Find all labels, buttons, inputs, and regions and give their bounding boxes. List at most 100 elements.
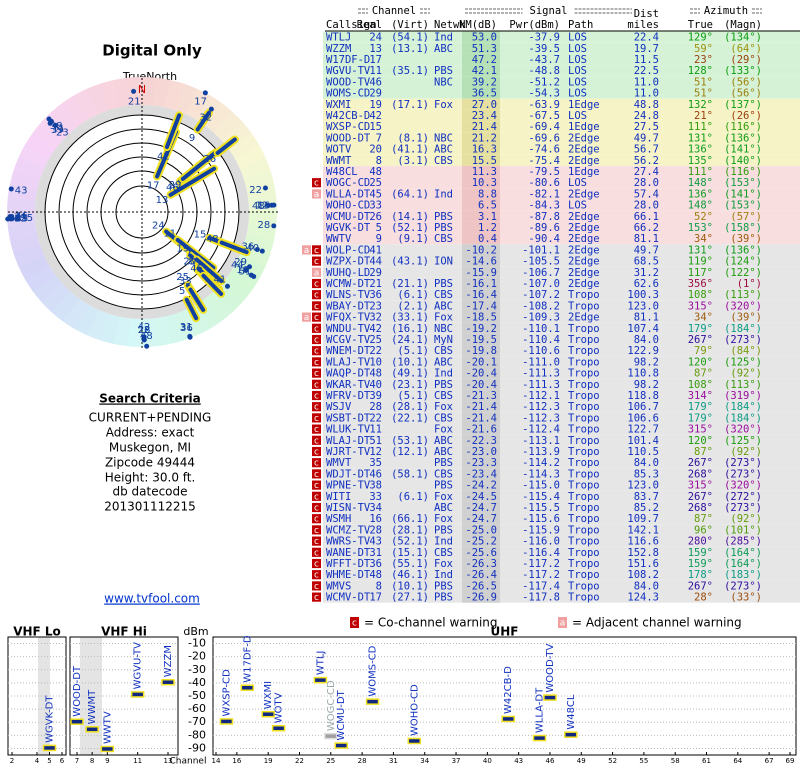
flag-box [312, 581, 321, 591]
table-row [323, 31, 800, 43]
cell: 120° [688, 356, 713, 368]
cell: -69.4 [528, 121, 560, 133]
cell: 267° [688, 457, 713, 469]
cell: 117° [688, 267, 713, 279]
cell: 48.8 [634, 99, 659, 111]
cell: ABC [434, 144, 453, 156]
flag-box [312, 390, 321, 401]
table-row [323, 535, 800, 547]
cell: (58.1) [391, 468, 429, 480]
link[interactable]: www.tvfool.com [104, 592, 200, 606]
radar-ring [18, 143, 50, 169]
y-tick-label: -50 [188, 689, 206, 702]
cell: 59° [694, 43, 713, 55]
cell: 136° [688, 144, 713, 156]
nm-cell [462, 580, 500, 592]
spectrum-marker [261, 710, 275, 718]
cell: 109.7 [627, 513, 659, 525]
radar-ring [7, 222, 38, 241]
cell: CBS [434, 155, 453, 167]
cell: 34° [694, 312, 713, 324]
cell: 48 [369, 368, 382, 380]
cell: 24.8 [634, 110, 659, 122]
cell: Tropo [568, 547, 600, 559]
cell: -19.8 [465, 345, 497, 357]
cell: (92°) [730, 513, 762, 525]
cell: (8.1) [397, 132, 429, 144]
cell: 33 [369, 200, 382, 212]
cell: (125°) [724, 435, 762, 447]
cell: W42CB-D [326, 110, 370, 122]
x-tick-label: 22 [295, 757, 304, 765]
cell: -108.2 [522, 300, 560, 312]
cell: (320°) [724, 424, 762, 436]
radar-ring [175, 83, 198, 115]
y-tick-label: -40 [188, 676, 206, 689]
cell: CBS [434, 390, 453, 402]
cell: WGVU-TV [326, 65, 371, 77]
x-tick-label: 61 [702, 757, 711, 765]
cell: -51.2 [528, 76, 560, 88]
flag: a [304, 313, 310, 323]
cell: 178° [688, 569, 713, 581]
cell: -18.5 [465, 312, 497, 324]
cell: 131° [688, 132, 713, 144]
cell: (15.1) [391, 547, 429, 559]
group-header: Signal [530, 5, 568, 17]
flag: c [314, 425, 319, 435]
radar-ring [248, 212, 277, 228]
cell: 22.5 [634, 65, 659, 77]
cell: 129° [688, 32, 713, 44]
cell: 108.2 [627, 569, 659, 581]
nm-cell [462, 569, 500, 581]
radar-dot [259, 248, 265, 254]
cell: 40 [369, 379, 382, 391]
nm-cell [462, 457, 500, 469]
cell: (125°) [724, 356, 762, 368]
spectrum-label: WXSP-CD [221, 669, 232, 716]
radar-dot [271, 223, 277, 229]
cell: 27.4 [634, 166, 659, 178]
group-header: Channel [372, 5, 416, 17]
cell: 49.7 [634, 132, 659, 144]
flag-box [312, 290, 321, 300]
flag-box [312, 558, 321, 569]
column-header: Callsign [326, 19, 377, 31]
flag: c [314, 560, 319, 570]
radar-label: 33 [179, 276, 192, 287]
radar-dot [14, 216, 20, 222]
cell: 151.6 [627, 558, 659, 570]
radar-bar [194, 257, 224, 283]
cell: (39°) [730, 233, 762, 245]
cell: WFFT-DT [326, 558, 371, 570]
cell: 36 [369, 289, 382, 301]
x-axis-label: Channel [170, 757, 207, 767]
flag-box [312, 413, 321, 423]
cell: 1Edge [568, 166, 600, 178]
cell: -24.7 [465, 513, 497, 525]
cell: WCMW-DT [326, 278, 371, 290]
cell: 10.3 [472, 177, 497, 189]
spectrum-marker [501, 715, 515, 723]
cell: 8.8 [478, 188, 497, 200]
radar-dot [224, 283, 230, 289]
table-row [323, 210, 800, 222]
radar-dot [187, 334, 193, 340]
cell: Fox [434, 513, 453, 525]
flag: c [314, 526, 319, 536]
cell: (5.1) [397, 345, 429, 357]
cell: -75.4 [528, 155, 560, 167]
cell: 128° [688, 65, 713, 77]
radar-label: 45 [190, 264, 203, 275]
nm-cell [462, 109, 500, 122]
cell: Tropo [568, 569, 600, 581]
cell: Tropo [568, 300, 600, 312]
cell: 81.1 [634, 312, 659, 324]
cell: -25.0 [465, 524, 497, 536]
flag: c [314, 571, 319, 581]
cell: 122.7 [627, 424, 659, 436]
flag-box [312, 458, 321, 468]
y-tick-label: -80 [188, 728, 206, 741]
table-row [323, 199, 800, 211]
flag-box [302, 312, 311, 322]
